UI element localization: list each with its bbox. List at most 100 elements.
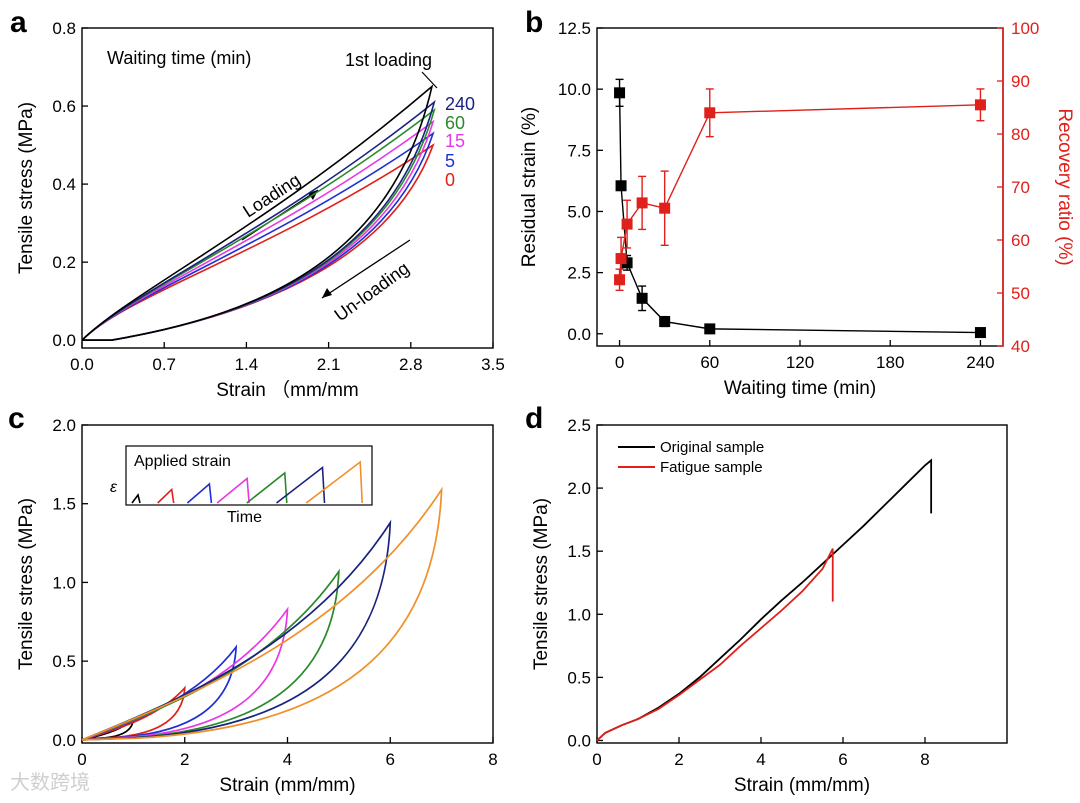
x-tick-label: 0.7: [152, 355, 176, 374]
x-axis-label: Strain （mm/mm: [216, 379, 359, 401]
data-point-recovery: [659, 202, 671, 214]
data-point-residual: [974, 327, 986, 339]
inset-strain-cycle: [246, 471, 288, 504]
chart-c: Applied strain ε Time 0 2 4 6 8 0.0 0.5 1.0 1.5 2…: [16, 416, 498, 796]
chart-a: Waiting time (min) 1st loading Loading U…: [16, 19, 505, 401]
x-tick-label: 4: [756, 750, 765, 769]
panel-label-a: a: [10, 6, 27, 39]
y-tick-label: 0.8: [52, 19, 76, 38]
plot-frame: [596, 27, 1004, 347]
y-tick-label: 0.6: [52, 97, 76, 116]
x-tick-label: 120: [786, 353, 814, 372]
x-tick-label: 8: [488, 750, 497, 769]
inset-strain-cycle: [276, 465, 326, 504]
y-axis-label: Tensile stress (MPa): [531, 498, 552, 670]
y-tick-label: 2.0: [567, 479, 591, 498]
x-tick-label: 60: [700, 353, 719, 372]
y-tick-label: 1.0: [52, 573, 76, 592]
y2-tick-label: 80: [1011, 125, 1030, 144]
panel-label-b: b: [525, 6, 543, 39]
x-tick-label: 6: [386, 750, 395, 769]
x-tick-label: 0: [77, 750, 86, 769]
y-axis-label: Tensile stress (MPa): [16, 102, 37, 274]
x-tick-label: 0: [615, 353, 624, 372]
data-point-recovery: [974, 99, 986, 111]
y2-tick-label: 90: [1011, 72, 1030, 91]
data-point-recovery: [615, 253, 627, 265]
data-point-residual: [659, 316, 671, 328]
y-tick-label: 0.5: [52, 652, 76, 671]
curve-label: 5: [445, 151, 455, 171]
data-point-recovery: [636, 197, 648, 209]
y2-tick-label: 60: [1011, 231, 1030, 250]
x-axis-label: Waiting time (min): [724, 378, 876, 399]
x-tick-label: 4: [283, 750, 292, 769]
watermark: 大数跨境: [10, 770, 90, 794]
y-tick-label: 5.0: [567, 202, 591, 221]
x-tick-label: 2.1: [317, 355, 341, 374]
annotation-first-loading: 1st loading: [345, 50, 432, 70]
legend-title-a: Waiting time (min): [107, 48, 251, 68]
y-tick-label: 12.5: [558, 19, 591, 38]
data-point-recovery: [704, 107, 716, 119]
x-tick-label: 2.8: [399, 355, 423, 374]
x-tick-label: 6: [838, 750, 847, 769]
x-tick-label: 240: [966, 353, 994, 372]
y2-tick-label: 40: [1011, 337, 1030, 356]
data-point-residual: [636, 292, 648, 304]
y2-tick-label: 50: [1011, 284, 1030, 303]
y-tick-label: 0.0: [52, 731, 76, 750]
cycle-curve-7: [81, 486, 443, 741]
plot-frame: [81, 27, 494, 349]
x-tick-label: 1.4: [235, 355, 259, 374]
annotation-unloading: Un-loading: [331, 258, 413, 325]
legend-label: Fatigue sample: [660, 459, 763, 476]
x-tick-label: 0.0: [70, 355, 94, 374]
curve-label: 60: [445, 113, 465, 133]
data-point-recovery: [621, 218, 633, 230]
hysteresis-curve-15: [81, 119, 435, 341]
y-tick-label: 0.0: [567, 731, 591, 750]
stress-strain-curve-original: [596, 458, 933, 742]
stress-strain-curve-fatigue: [596, 548, 834, 742]
y-tick-label: 7.5: [567, 141, 591, 160]
inset-xlabel: Time: [227, 509, 262, 526]
inset-strain-cycle: [157, 487, 175, 504]
y-tick-label: 2.0: [52, 416, 76, 435]
arrowhead-unloading: [322, 288, 332, 298]
chart-b: 0 60 120 180 240 0.0 2.5 5.0 7.5 10.0 12.5 Waiting …: [519, 19, 1075, 399]
chart-d: 0 2 4 6 8 0.0 0.5 1.0 1.5 2.0 2.5 Strain (mm/mm) Ten…: [531, 416, 1008, 796]
x-axis-label: Strain (mm/mm): [219, 775, 355, 796]
x-tick-label: 0: [592, 750, 601, 769]
plot-frame: [596, 424, 1008, 744]
legend-label: Original sample: [660, 439, 764, 456]
cycle-curve-6: [81, 519, 392, 741]
y-tick-label: 2.5: [567, 416, 591, 435]
inset-strain-cycle: [216, 476, 250, 504]
y-axis-label: Residual strain (%): [519, 107, 540, 268]
data-point-residual: [621, 257, 633, 269]
x-tick-label: 3.5: [481, 355, 505, 374]
panel-label-c: c: [8, 402, 25, 435]
y-axis-label: Tensile stress (MPa): [16, 498, 37, 670]
curve-label: 240: [445, 94, 475, 114]
y-tick-label: 10.0: [558, 80, 591, 99]
series-line-residual: [618, 92, 981, 334]
inset-strain-cycle: [131, 493, 141, 504]
hysteresis-curve-1st-loading: [81, 84, 434, 341]
data-point-residual: [704, 323, 716, 335]
arrow-unloading: [321, 239, 411, 299]
y-tick-label: 0.2: [52, 253, 76, 272]
inset-ylabel: ε: [110, 479, 118, 496]
y-tick-label: 2.5: [567, 264, 591, 283]
curve-label: 15: [445, 131, 465, 151]
y-tick-label: 0.4: [52, 175, 76, 194]
inset-title: Applied strain: [134, 453, 231, 470]
y-tick-label: 0.0: [52, 331, 76, 350]
x-tick-label: 8: [920, 750, 929, 769]
hysteresis-curve-0: [81, 143, 435, 341]
inset-strain-cycle: [186, 482, 213, 504]
y-tick-label: 1.0: [567, 605, 591, 624]
y-tick-label: 1.5: [567, 542, 591, 561]
